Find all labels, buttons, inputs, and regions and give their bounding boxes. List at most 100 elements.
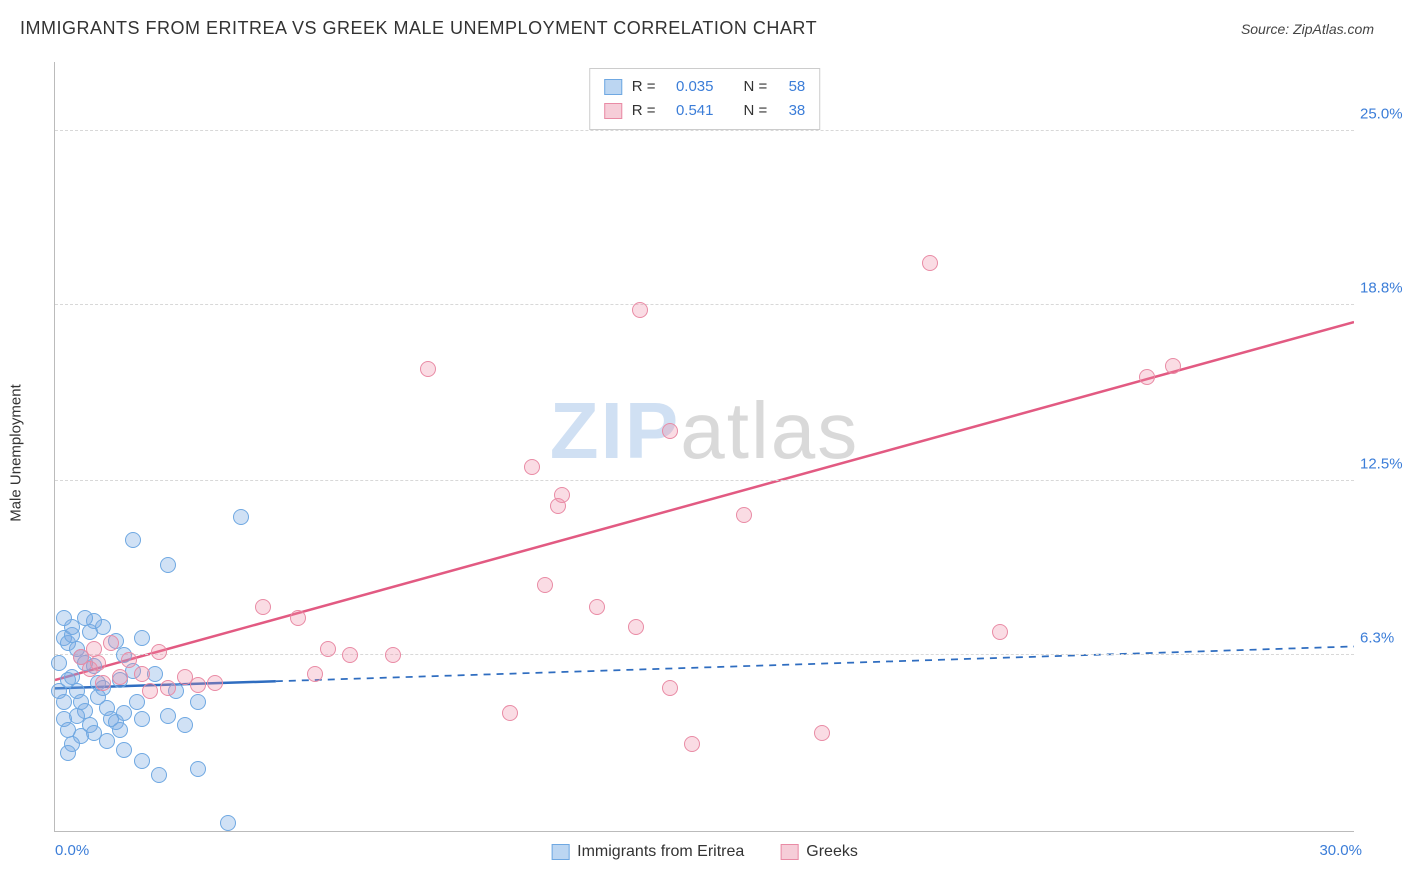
scatter-point-greeks [142,683,158,699]
scatter-point-eritrea [51,683,67,699]
series-legend: Immigrants from Eritrea Greeks [551,843,858,861]
x-tick-label: 30.0% [1319,842,1362,859]
stats-row-eritrea: R = 0.035 N = 58 [604,75,806,99]
scatter-point-greeks [255,599,271,615]
scatter-point-greeks [385,647,401,663]
stats-row-greeks: R = 0.541 N = 38 [604,99,806,123]
scatter-point-greeks [554,487,570,503]
swatch-greeks [604,103,622,119]
scatter-point-eritrea [160,557,176,573]
scatter-point-greeks [632,302,648,318]
scatter-point-greeks [190,677,206,693]
scatter-point-eritrea [99,733,115,749]
scatter-point-eritrea [134,753,150,769]
scatter-point-greeks [537,577,553,593]
scatter-point-greeks [95,675,111,691]
watermark: ZIPatlas [550,385,859,477]
source-attribution: Source: ZipAtlas.com [1241,21,1374,37]
n-value: 58 [777,75,805,99]
scatter-point-greeks [628,619,644,635]
scatter-point-greeks [90,655,106,671]
gridline [55,130,1354,131]
scatter-point-greeks [134,666,150,682]
scatter-point-eritrea [190,694,206,710]
scatter-point-greeks [307,666,323,682]
scatter-point-greeks [662,680,678,696]
stats-legend-box: R = 0.035 N = 58 R = 0.541 N = 38 [589,68,821,130]
legend-label: Immigrants from Eritrea [577,843,744,861]
n-label: N = [744,75,768,99]
source-prefix: Source: [1241,21,1293,37]
r-label: R = [632,75,656,99]
r-value: 0.035 [666,75,714,99]
scatter-point-greeks [342,647,358,663]
legend-item-greeks: Greeks [780,843,858,861]
scatter-point-eritrea [56,610,72,626]
scatter-point-greeks [922,255,938,271]
scatter-point-greeks [112,669,128,685]
gridline [55,304,1354,305]
trendline-greeks [55,322,1354,680]
scatter-point-eritrea [90,689,106,705]
scatter-point-eritrea [160,708,176,724]
scatter-point-eritrea [125,532,141,548]
y-tick-label: 6.3% [1358,629,1396,646]
scatter-point-greeks [151,644,167,660]
scatter-point-eritrea [190,761,206,777]
legend-swatch-greeks [780,844,798,860]
scatter-point-greeks [736,507,752,523]
trendline-eritrea-extrapolated [276,646,1354,681]
n-value: 38 [777,99,805,123]
scatter-point-greeks [320,641,336,657]
gridline [55,480,1354,481]
scatter-point-greeks [662,423,678,439]
y-axis-label: Male Unemployment [8,384,25,522]
scatter-point-greeks [207,675,223,691]
source-name: ZipAtlas.com [1293,21,1374,37]
legend-label: Greeks [806,843,858,861]
trend-lines-layer [55,62,1354,831]
scatter-point-eritrea [51,655,67,671]
scatter-point-greeks [814,725,830,741]
scatter-point-eritrea [116,742,132,758]
scatter-point-eritrea [134,711,150,727]
gridline [55,654,1354,655]
scatter-point-greeks [290,610,306,626]
scatter-point-eritrea [129,694,145,710]
scatter-point-eritrea [112,722,128,738]
x-tick-label: 0.0% [55,842,89,859]
scatter-point-greeks [992,624,1008,640]
scatter-point-eritrea [134,630,150,646]
scatter-point-greeks [420,361,436,377]
r-label: R = [632,99,656,123]
y-tick-label: 12.5% [1358,456,1405,473]
chart-area: Male Unemployment ZIPatlas R =0.035N =58… [50,58,1370,848]
r-value: 0.541 [666,99,714,123]
scatter-point-greeks [121,652,137,668]
watermark-zip: ZIP [550,386,680,475]
scatter-point-greeks [1139,369,1155,385]
scatter-point-greeks [684,736,700,752]
scatter-point-eritrea [60,745,76,761]
scatter-point-greeks [524,459,540,475]
header: IMMIGRANTS FROM ERITREA VS GREEK MALE UN… [0,0,1406,53]
scatter-point-eritrea [177,717,193,733]
legend-swatch-eritrea [551,844,569,860]
scatter-point-eritrea [233,509,249,525]
scatter-point-eritrea [151,767,167,783]
scatter-point-greeks [103,635,119,651]
watermark-atlas: atlas [680,386,859,475]
y-tick-label: 25.0% [1358,106,1405,123]
scatter-point-greeks [1165,358,1181,374]
chart-title: IMMIGRANTS FROM ERITREA VS GREEK MALE UN… [20,18,817,39]
scatter-point-greeks [502,705,518,721]
scatter-point-eritrea [220,815,236,831]
scatter-point-greeks [589,599,605,615]
legend-item-eritrea: Immigrants from Eritrea [551,843,744,861]
y-tick-label: 18.8% [1358,279,1405,296]
scatter-point-greeks [160,680,176,696]
swatch-eritrea [604,79,622,95]
plot-region: ZIPatlas R =0.035N =58R =0.541N =38 Immi… [54,62,1354,832]
n-label: N = [744,99,768,123]
scatter-point-eritrea [116,705,132,721]
